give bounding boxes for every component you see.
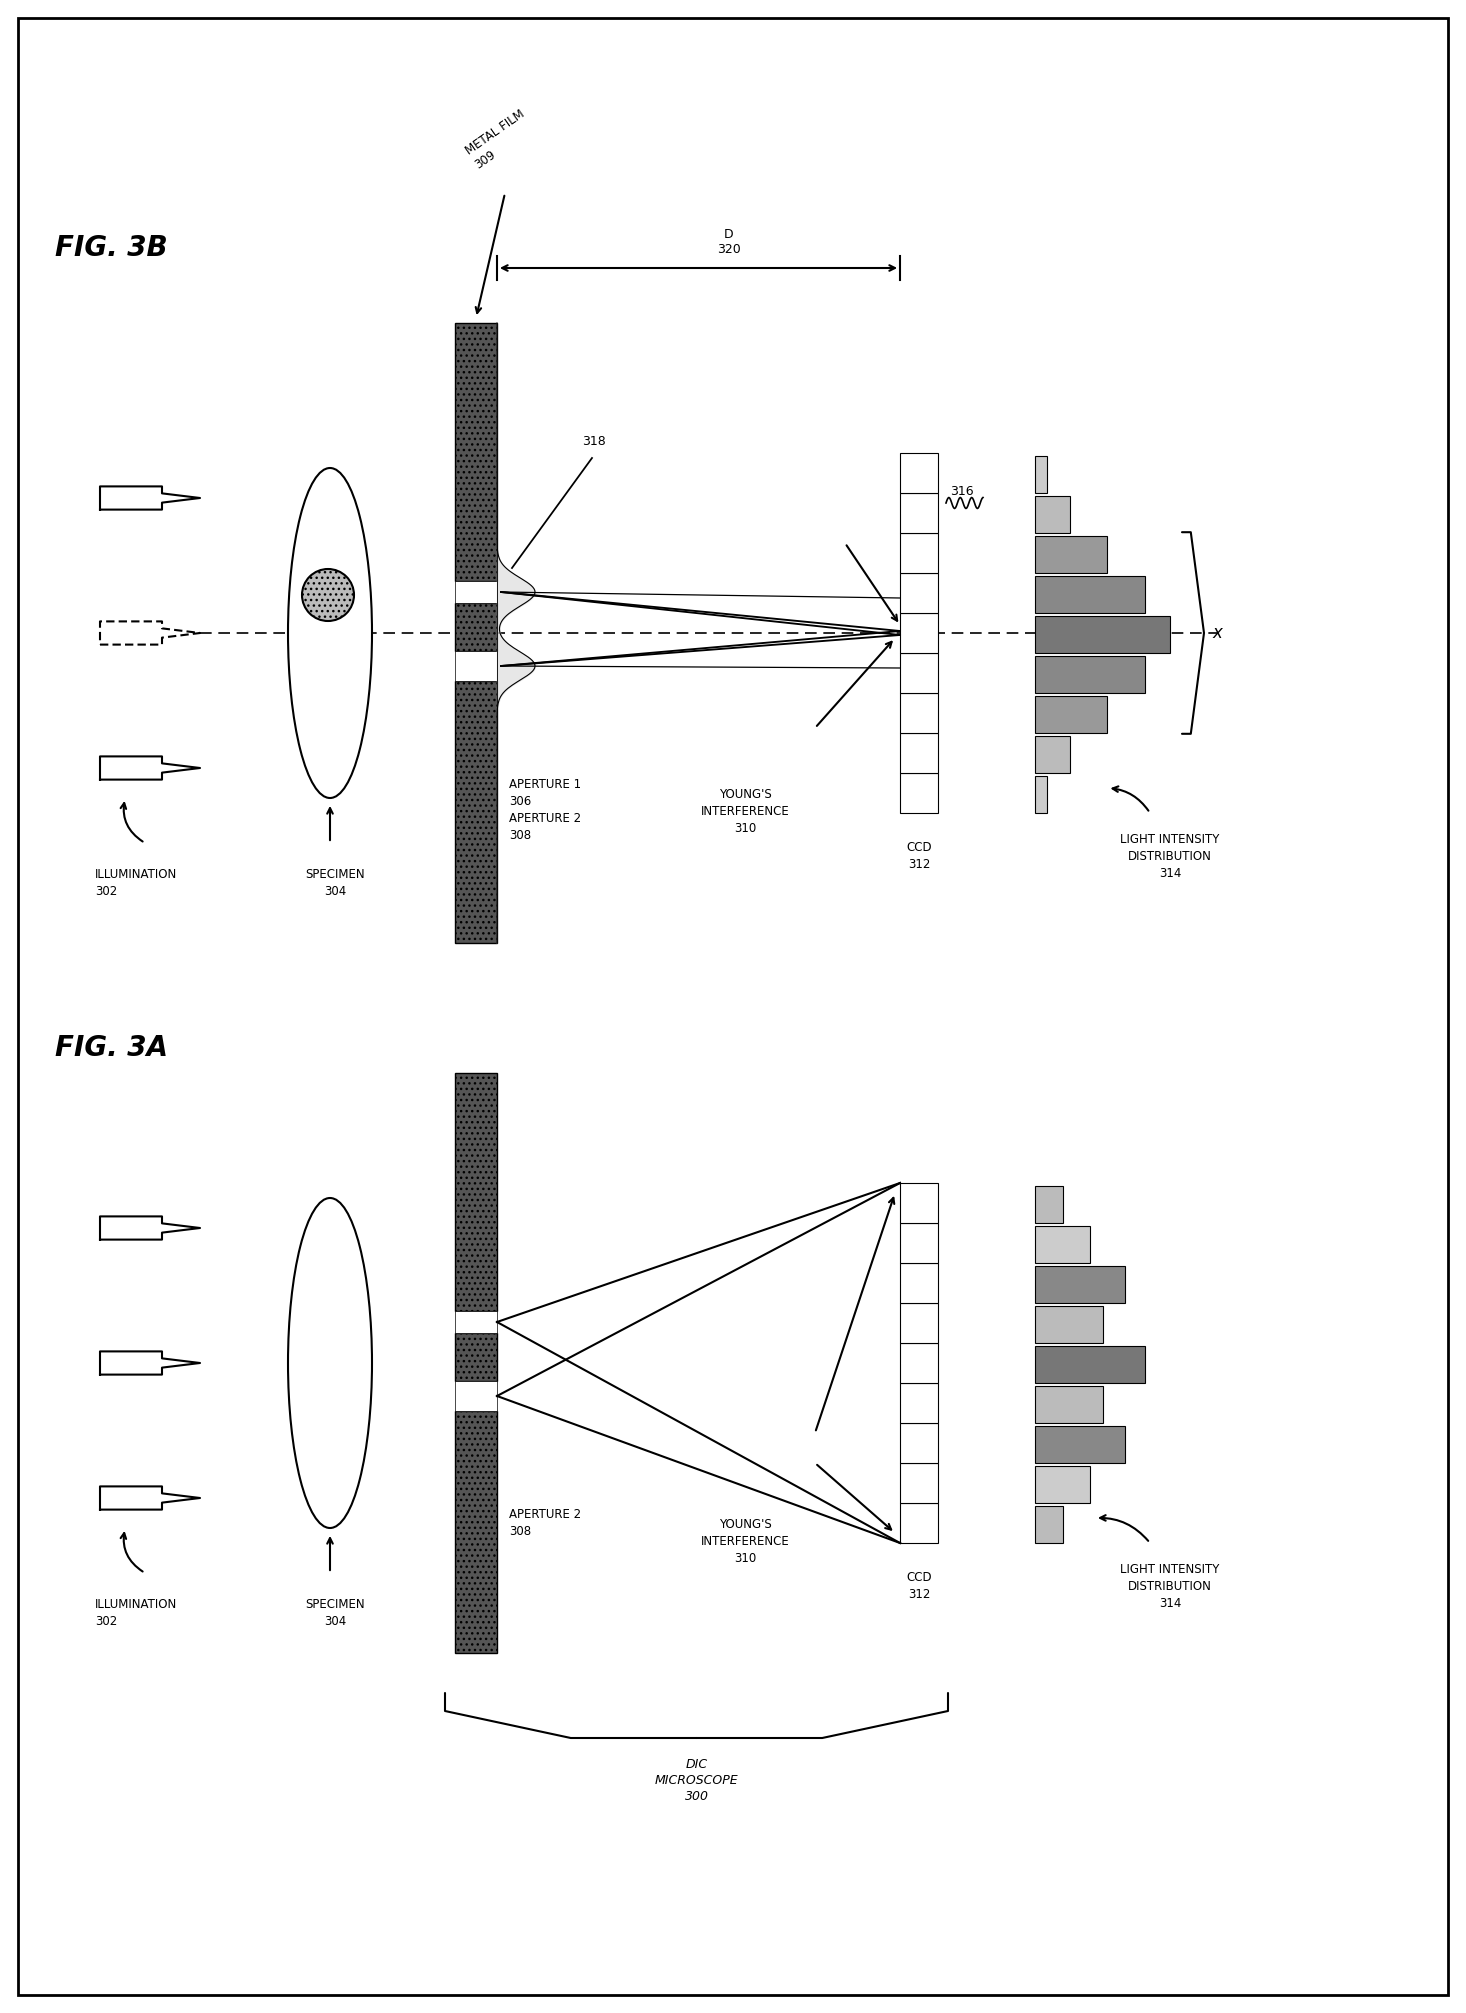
Text: YOUNG'S
INTERFERENCE
310: YOUNG'S INTERFERENCE 310	[701, 1518, 789, 1564]
Text: ILLUMINATION
302: ILLUMINATION 302	[95, 868, 177, 898]
Text: SPECIMEN
304: SPECIMEN 304	[305, 1598, 365, 1629]
Polygon shape	[100, 487, 199, 509]
Bar	[900, 453, 938, 493]
Bar	[1035, 535, 1107, 574]
Text: CCD
312: CCD 312	[906, 841, 932, 872]
Bar	[1035, 1186, 1063, 1224]
Bar	[900, 493, 938, 533]
Bar	[900, 1504, 938, 1544]
Bar	[900, 1302, 938, 1343]
Text: LIGHT INTENSITY
DISTRIBUTION
314: LIGHT INTENSITY DISTRIBUTION 314	[1120, 833, 1220, 880]
Bar	[1035, 1465, 1091, 1504]
Bar	[1035, 1226, 1091, 1262]
Bar	[454, 1310, 497, 1333]
Bar	[900, 692, 938, 733]
Text: LIGHT INTENSITY
DISTRIBUTION
314: LIGHT INTENSITY DISTRIBUTION 314	[1120, 1562, 1220, 1610]
Text: METAL FILM
309: METAL FILM 309	[463, 107, 537, 171]
Bar	[900, 533, 938, 574]
Polygon shape	[100, 622, 199, 644]
Bar	[454, 1073, 497, 1310]
Bar	[1035, 457, 1047, 493]
Circle shape	[302, 570, 353, 620]
Bar	[1035, 696, 1107, 733]
Bar	[900, 652, 938, 692]
Bar	[1035, 1347, 1145, 1383]
Bar	[900, 574, 938, 614]
Bar	[900, 1383, 938, 1423]
Bar	[1035, 737, 1070, 773]
Bar	[1035, 576, 1145, 614]
Bar	[454, 1333, 497, 1381]
Bar	[454, 604, 497, 650]
Bar	[454, 1381, 497, 1411]
Text: YOUNG'S
INTERFERENCE
310: YOUNG'S INTERFERENCE 310	[701, 787, 789, 835]
Text: APERTURE 2
308: APERTURE 2 308	[509, 1508, 581, 1538]
Text: 318: 318	[582, 435, 605, 449]
Bar	[1035, 775, 1047, 813]
Text: ILLUMINATION
302: ILLUMINATION 302	[95, 1598, 177, 1629]
Bar	[1035, 616, 1170, 652]
Ellipse shape	[287, 467, 372, 797]
Bar	[454, 1411, 497, 1653]
Bar	[454, 322, 497, 582]
Polygon shape	[100, 1351, 199, 1375]
Bar	[1035, 495, 1070, 533]
Bar	[900, 1184, 938, 1224]
Text: 316: 316	[950, 485, 973, 497]
Bar	[454, 582, 497, 604]
Text: CCD
312: CCD 312	[906, 1570, 932, 1600]
Bar	[900, 733, 938, 773]
Bar	[1035, 1306, 1102, 1343]
Text: SPECIMEN
304: SPECIMEN 304	[305, 868, 365, 898]
Ellipse shape	[287, 1198, 372, 1528]
Bar	[454, 650, 497, 680]
Polygon shape	[100, 757, 199, 779]
Bar	[900, 614, 938, 652]
Bar	[1035, 1425, 1124, 1463]
Text: FIG. 3B: FIG. 3B	[56, 234, 167, 262]
Bar	[1035, 1506, 1063, 1544]
Text: D
320: D 320	[717, 227, 740, 256]
Text: x: x	[1212, 624, 1221, 642]
Polygon shape	[100, 1216, 199, 1240]
Bar	[1035, 1266, 1124, 1302]
Bar	[1035, 1387, 1102, 1423]
Polygon shape	[100, 1486, 199, 1510]
Bar	[900, 1343, 938, 1383]
Bar	[454, 680, 497, 942]
Bar	[900, 1463, 938, 1504]
Text: DIC
MICROSCOPE
300: DIC MICROSCOPE 300	[655, 1757, 739, 1804]
Bar	[900, 773, 938, 813]
Bar	[1035, 656, 1145, 692]
Text: APERTURE 1
306
APERTURE 2
308: APERTURE 1 306 APERTURE 2 308	[509, 777, 581, 841]
Text: FIG. 3A: FIG. 3A	[56, 1035, 169, 1063]
Bar	[900, 1262, 938, 1302]
Bar	[900, 1224, 938, 1262]
Bar	[900, 1423, 938, 1463]
